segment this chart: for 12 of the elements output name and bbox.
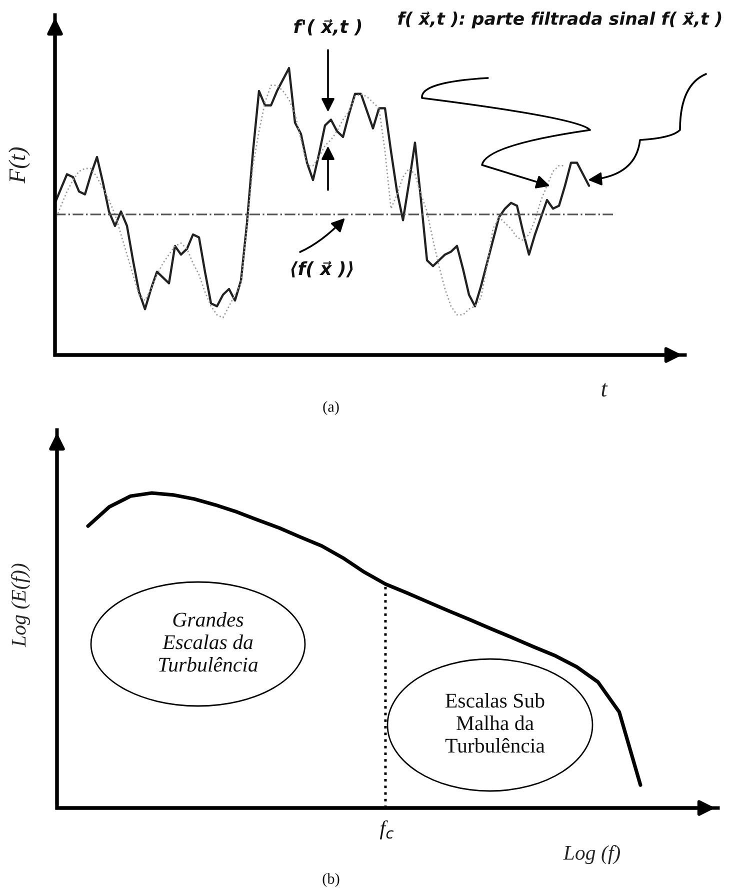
y-axis-title: Log (E(f)) <box>10 564 30 648</box>
annotation: Escalas Sub Malha da Turbulência <box>445 693 545 753</box>
text: (a) <box>323 401 339 415</box>
x-axis-title: Log (f) <box>563 845 620 864</box>
text: f'( x⃗,t ) <box>294 19 362 36</box>
text: f$_{c}$ <box>380 820 394 840</box>
annotation: ⟨f( x⃗ )⟩ <box>291 261 353 278</box>
y-axis-title: F(t) <box>8 147 30 184</box>
x-axis-title: t <box>602 383 608 397</box>
text: f̄( x⃗,t ): parte filtrada sinal f( x⃗,t ) <box>398 12 722 28</box>
text: (b) <box>322 873 340 887</box>
annotation: Grandes Escalas da Turbulência <box>159 612 258 672</box>
